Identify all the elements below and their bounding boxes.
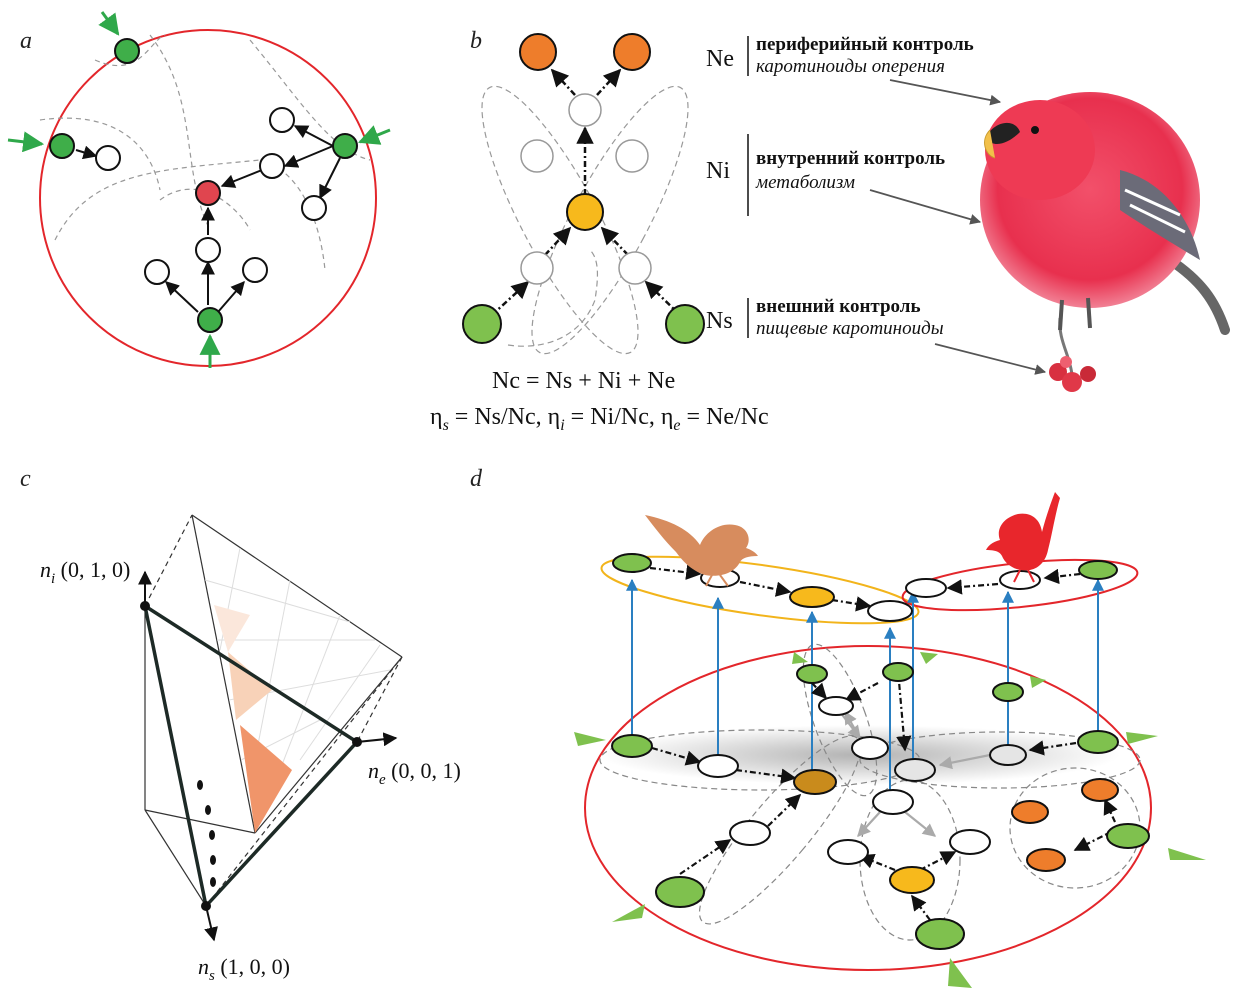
projection-arrows <box>626 578 1104 798</box>
ni-title: внутренний контроль <box>756 148 945 169</box>
panel-d-edges <box>651 669 1118 921</box>
annotation-pointers <box>869 79 1047 375</box>
end-node <box>519 33 557 71</box>
panel-a: a <box>7 11 391 368</box>
target-node <box>195 180 221 206</box>
formula-eta: ηs = Ns/Nc, ηi = Ni/Nc, ηe = Ne/Nc <box>430 404 769 434</box>
species-brown-network <box>600 555 920 625</box>
panel-a-nodes <box>49 38 358 333</box>
ne-title: периферийный контроль <box>756 34 974 55</box>
ni-subtitle: метаболизм <box>755 172 855 193</box>
ni-label: Ni <box>706 158 730 184</box>
network-boundary <box>39 29 377 367</box>
panel-c-label: c <box>20 466 31 492</box>
panel-a-edges <box>75 125 341 313</box>
panel-d: d <box>470 466 1206 988</box>
axis-arrows <box>138 570 398 942</box>
vertex-dots <box>140 601 362 911</box>
simplex-grid <box>204 547 391 771</box>
external-inputs <box>574 652 1206 988</box>
end-node <box>613 33 651 71</box>
simplex-outline <box>144 514 403 907</box>
panel-a-label: a <box>20 28 32 54</box>
axis-ns-label: ns (1, 0, 0) <box>198 954 290 984</box>
ne-subtitle: каротиноиды оперения <box>756 56 945 77</box>
panel-b-inactive-nodes <box>520 93 652 285</box>
panel-d-label: d <box>470 466 483 492</box>
source-node <box>332 133 358 159</box>
intermediate-node <box>566 193 604 231</box>
panel-d-nodes <box>611 553 1150 950</box>
ns-title: внешний контроль <box>756 296 921 317</box>
panel-b-label: b <box>470 28 482 54</box>
pine-grosbeak-icon <box>980 92 1230 392</box>
input-arrows <box>7 11 391 368</box>
ns-subtitle: пищевые каротиноиды <box>756 318 944 339</box>
module-boundaries <box>39 34 371 271</box>
axis-ne-label: ne (0, 0, 1) <box>368 758 461 788</box>
simplex-regions <box>214 605 292 833</box>
source-node <box>49 133 75 159</box>
source-node <box>114 38 140 64</box>
source-node <box>197 307 223 333</box>
panel-c: c <box>20 466 461 984</box>
ne-label: Ne <box>706 46 734 72</box>
simplex-axes <box>143 604 359 908</box>
source-node <box>665 304 705 344</box>
source-node <box>462 304 502 344</box>
ns-label: Ns <box>706 308 733 334</box>
brown-bird-silhouette-icon <box>645 515 758 587</box>
panel-b-edges <box>491 68 681 316</box>
red-bird-silhouette-icon <box>986 492 1060 583</box>
species-edges <box>649 564 1081 612</box>
axis-ni-label: ni (0, 1, 0) <box>40 557 130 587</box>
panel-d-inactive-edges <box>839 710 991 837</box>
panel-b-nodes <box>462 33 705 344</box>
formula-nc: Nc = Ns + Ni + Ne <box>492 368 675 394</box>
population-network-boundary <box>584 645 1152 971</box>
panel-b: b Ne <box>430 28 1230 434</box>
